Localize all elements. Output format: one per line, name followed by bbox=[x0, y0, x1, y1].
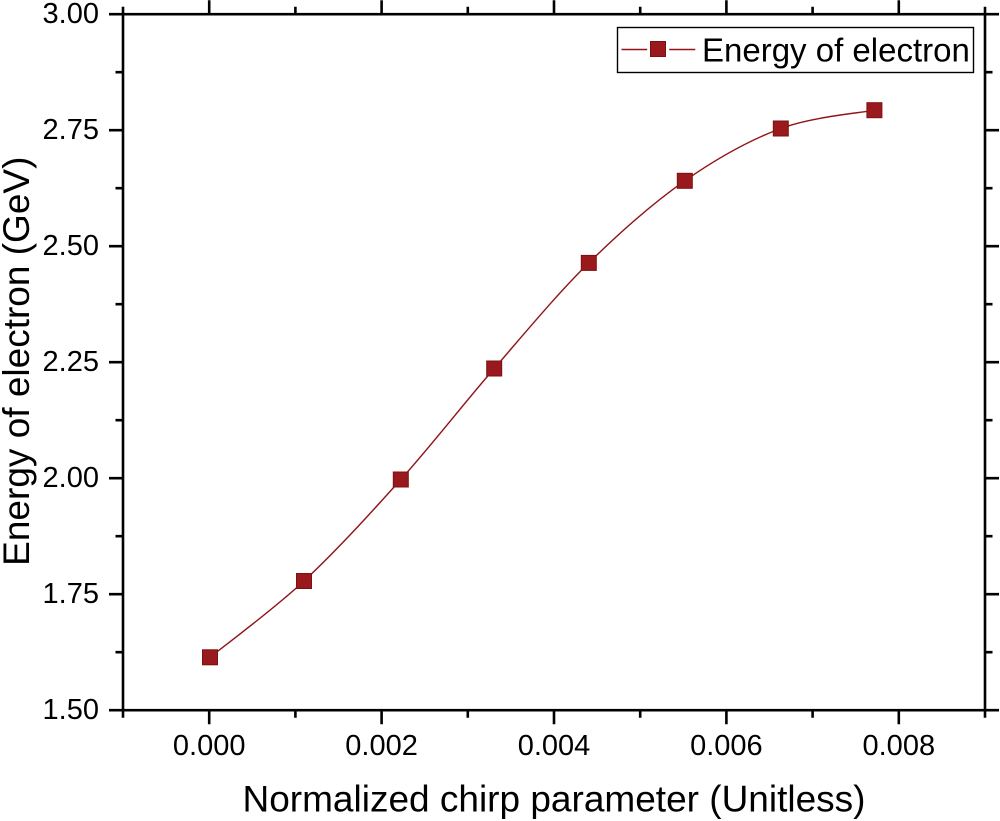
svg-text:0.006: 0.006 bbox=[690, 730, 763, 762]
svg-text:0.008: 0.008 bbox=[863, 730, 936, 762]
svg-text:Energy of electron: Energy of electron bbox=[702, 32, 970, 69]
svg-text:0.004: 0.004 bbox=[518, 730, 591, 762]
svg-text:2.25: 2.25 bbox=[43, 346, 99, 378]
svg-text:2.00: 2.00 bbox=[43, 462, 99, 494]
svg-text:0.002: 0.002 bbox=[345, 730, 418, 762]
svg-text:1.50: 1.50 bbox=[43, 694, 99, 726]
svg-text:Energy of electron (GeV): Energy of electron (GeV) bbox=[0, 157, 37, 566]
svg-text:3.00: 3.00 bbox=[43, 0, 99, 30]
svg-text:2.75: 2.75 bbox=[43, 114, 99, 146]
svg-text:0.000: 0.000 bbox=[173, 730, 246, 762]
svg-text:Normalized chirp parameter (Un: Normalized chirp parameter (Unitless) bbox=[242, 779, 865, 820]
svg-text:2.50: 2.50 bbox=[43, 230, 99, 262]
svg-text:1.75: 1.75 bbox=[43, 578, 99, 610]
